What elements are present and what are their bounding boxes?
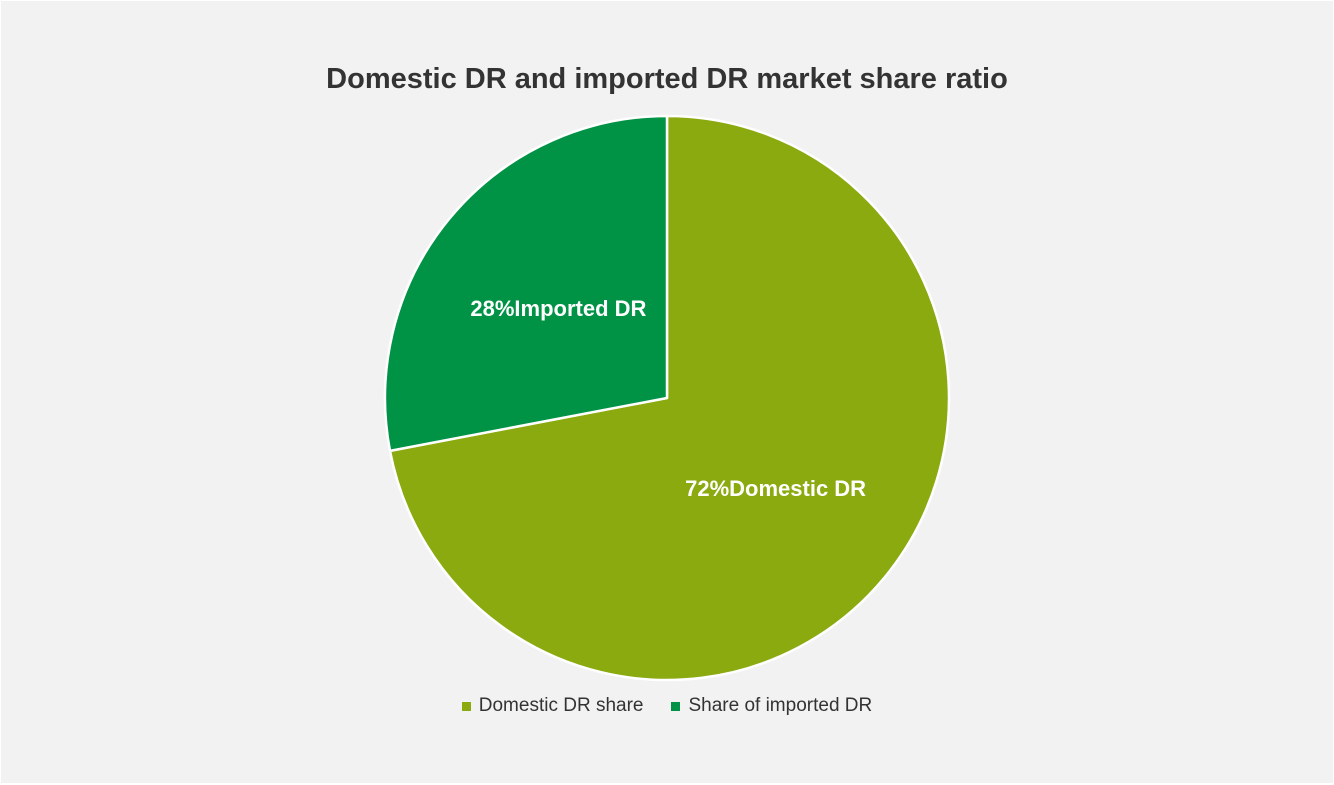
slice-label-domestic: 72%Domestic DR bbox=[685, 476, 866, 501]
slice-label-imported: 28%Imported DR bbox=[470, 296, 646, 321]
legend-item-imported: Share of imported DR bbox=[671, 695, 872, 717]
legend-item-domestic: Domestic DR share bbox=[461, 695, 644, 717]
legend-swatch-domestic bbox=[461, 701, 471, 711]
pie-slice-domestic bbox=[388, 114, 951, 682]
legend: Domestic DR share Share of imported DR bbox=[1, 695, 1333, 717]
pie-slice-imported bbox=[383, 114, 669, 453]
legend-label-domestic: Domestic DR share bbox=[478, 695, 644, 716]
legend-swatch-imported bbox=[671, 701, 681, 711]
chart-title: Domestic DR and imported DR market share… bbox=[326, 63, 1008, 95]
legend-label-imported: Share of imported DR bbox=[688, 695, 873, 716]
